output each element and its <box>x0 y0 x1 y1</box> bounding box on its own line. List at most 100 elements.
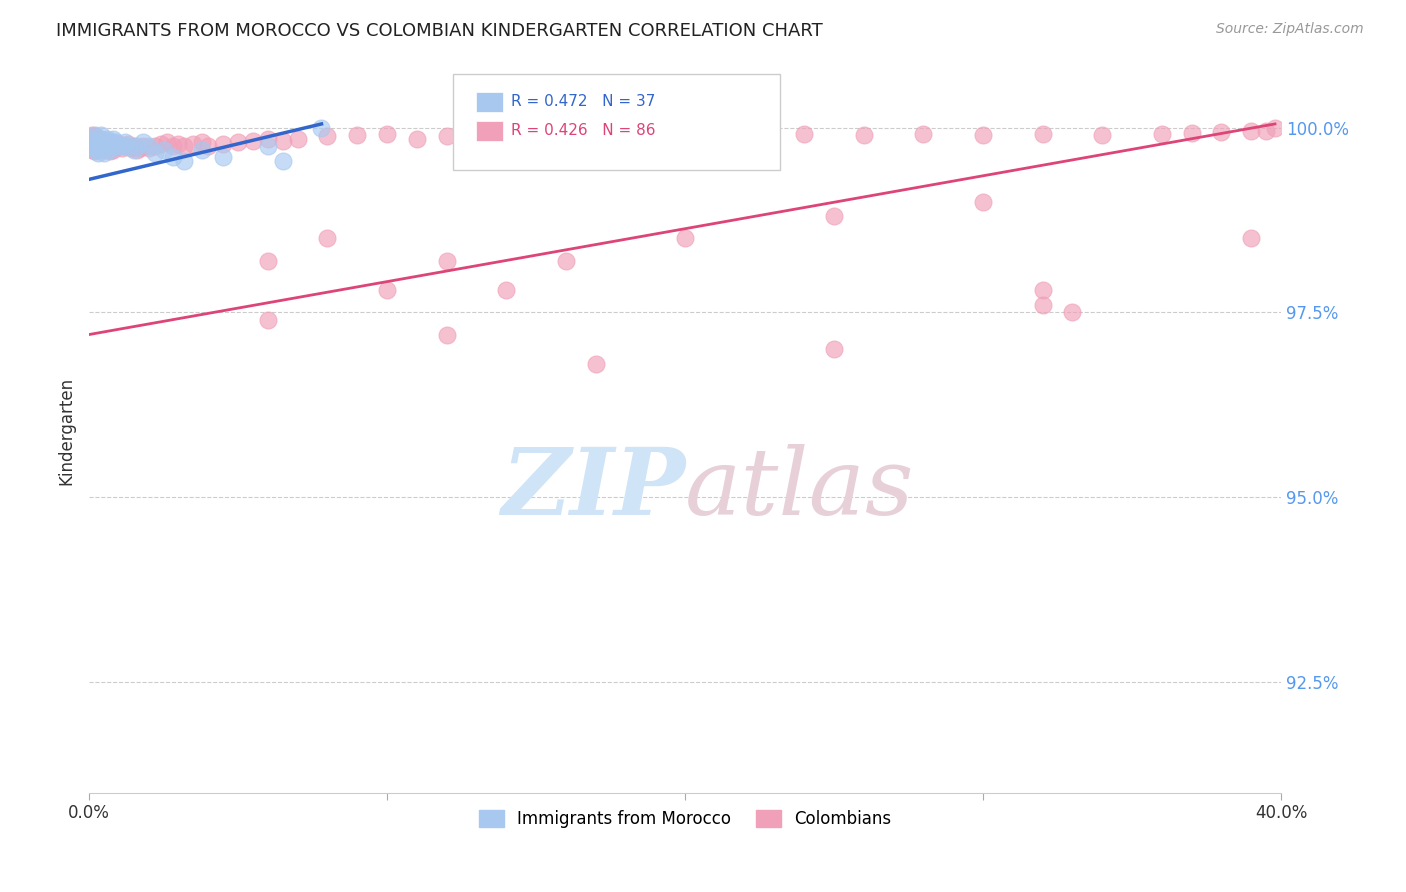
Point <box>101 136 124 150</box>
Point <box>122 143 145 157</box>
Point <box>117 136 139 151</box>
Point <box>212 136 235 151</box>
Point <box>122 139 145 153</box>
Point <box>465 128 488 142</box>
Point <box>90 136 112 150</box>
Point <box>226 136 249 150</box>
Point <box>90 132 112 146</box>
Point <box>173 153 195 168</box>
Point <box>93 146 115 161</box>
Point <box>316 129 339 144</box>
Point <box>436 129 458 144</box>
Point <box>104 136 127 150</box>
Point <box>852 128 875 142</box>
Point <box>114 136 136 150</box>
Point <box>1240 124 1263 138</box>
Point <box>257 253 280 268</box>
FancyBboxPatch shape <box>453 74 780 169</box>
Point <box>734 128 756 142</box>
Point <box>585 357 607 371</box>
Point <box>257 132 280 146</box>
Point <box>101 143 124 157</box>
Point <box>80 128 103 142</box>
Point <box>152 143 174 157</box>
Point <box>80 136 103 150</box>
Point <box>1032 127 1054 141</box>
Point <box>183 136 205 151</box>
Point <box>375 127 398 141</box>
Point <box>673 127 696 141</box>
Point <box>1180 126 1202 140</box>
Point <box>128 141 150 155</box>
Point <box>138 141 160 155</box>
Point <box>1062 305 1084 319</box>
Text: R = 0.426   N = 86: R = 0.426 N = 86 <box>510 123 655 138</box>
Point <box>346 128 368 142</box>
Point <box>101 139 124 153</box>
Point <box>287 132 309 146</box>
Point <box>554 253 576 268</box>
Point <box>257 139 280 153</box>
Point <box>1264 120 1286 135</box>
Point <box>87 139 110 153</box>
Point <box>84 145 107 159</box>
Point <box>111 139 134 153</box>
Point <box>173 139 195 153</box>
Point <box>80 143 103 157</box>
Point <box>125 139 148 153</box>
Point <box>90 143 112 157</box>
Point <box>143 146 166 161</box>
Point <box>495 283 517 297</box>
Point <box>111 141 134 155</box>
Point <box>242 134 264 148</box>
Point <box>1150 127 1173 141</box>
Point <box>84 136 107 150</box>
Point <box>90 139 112 153</box>
Point <box>155 136 177 150</box>
Point <box>972 128 994 142</box>
Point <box>554 128 576 142</box>
Point <box>311 120 333 135</box>
Point <box>84 136 107 151</box>
Text: R = 0.472   N = 37: R = 0.472 N = 37 <box>510 95 655 110</box>
Point <box>375 283 398 297</box>
Point <box>495 127 517 141</box>
Point <box>96 141 118 155</box>
Point <box>149 136 172 151</box>
Point <box>1032 298 1054 312</box>
Text: ZIP: ZIP <box>501 443 685 533</box>
Point <box>84 128 107 142</box>
Legend: Immigrants from Morocco, Colombians: Immigrants from Morocco, Colombians <box>472 804 898 835</box>
Point <box>114 139 136 153</box>
Point <box>117 139 139 153</box>
Point <box>96 132 118 146</box>
Point <box>436 253 458 268</box>
Point <box>793 127 815 141</box>
Point <box>120 141 142 155</box>
Point <box>87 132 110 146</box>
Point <box>98 136 121 150</box>
Point <box>167 136 190 151</box>
Point <box>87 132 110 146</box>
Point <box>138 139 160 153</box>
Point <box>823 209 845 223</box>
Point <box>87 139 110 153</box>
Bar <box>477 92 503 112</box>
Point <box>1211 125 1233 139</box>
Point <box>98 136 121 151</box>
Point <box>93 143 115 157</box>
Point <box>101 132 124 146</box>
Point <box>80 139 103 153</box>
Point <box>585 127 607 141</box>
Point <box>614 128 637 142</box>
Point <box>131 136 153 150</box>
Point <box>98 143 121 157</box>
Point <box>823 343 845 357</box>
Point <box>271 134 294 148</box>
Point <box>912 127 935 141</box>
Point <box>524 129 547 144</box>
Y-axis label: Kindergarten: Kindergarten <box>58 376 75 484</box>
Point <box>98 145 121 159</box>
Bar <box>477 120 503 141</box>
Point <box>125 143 148 157</box>
